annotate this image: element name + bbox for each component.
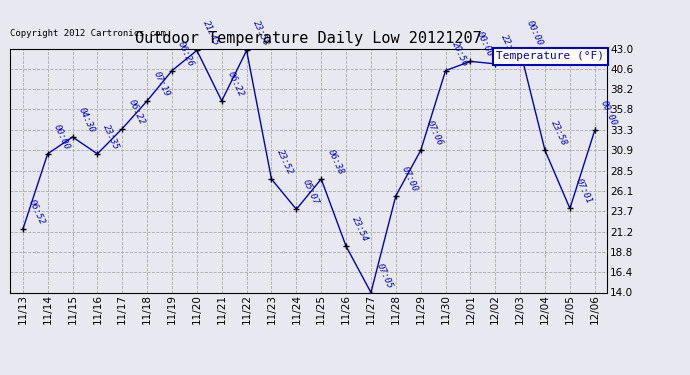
Text: 22:17: 22:17	[500, 33, 519, 61]
Text: 23:58: 23:58	[250, 20, 270, 48]
Text: 07:01: 07:01	[574, 177, 593, 206]
Text: 00:00: 00:00	[524, 20, 544, 48]
Title: Outdoor Temperature Daily Low 20121207: Outdoor Temperature Daily Low 20121207	[135, 31, 482, 46]
Text: 23:54: 23:54	[351, 215, 370, 243]
Text: 06:52: 06:52	[27, 198, 46, 226]
Text: Copyright 2012 Cartronics.com: Copyright 2012 Cartronics.com	[10, 29, 166, 38]
Text: 04:30: 04:30	[77, 106, 96, 134]
Text: 07:06: 07:06	[425, 120, 444, 148]
Text: 07:05: 07:05	[375, 261, 395, 290]
Text: 00:00: 00:00	[599, 99, 618, 128]
Text: 06:22: 06:22	[126, 98, 146, 126]
Text: 06:38: 06:38	[326, 148, 345, 176]
Text: 06:26: 06:26	[176, 40, 196, 68]
Text: 06:22: 06:22	[226, 70, 246, 98]
Text: 00:00: 00:00	[52, 123, 71, 151]
Text: 05:07: 05:07	[301, 178, 320, 207]
Text: 21:45: 21:45	[201, 20, 221, 48]
Text: 07:00: 07:00	[400, 165, 420, 193]
Text: Temperature (°F): Temperature (°F)	[496, 51, 604, 61]
Text: 20:56: 20:56	[450, 40, 469, 68]
Text: 00:00: 00:00	[475, 30, 494, 58]
Text: 23:52: 23:52	[275, 148, 295, 176]
Text: 07:19: 07:19	[151, 70, 171, 98]
Text: 23:35: 23:35	[101, 123, 121, 151]
Text: 23:58: 23:58	[549, 120, 569, 148]
